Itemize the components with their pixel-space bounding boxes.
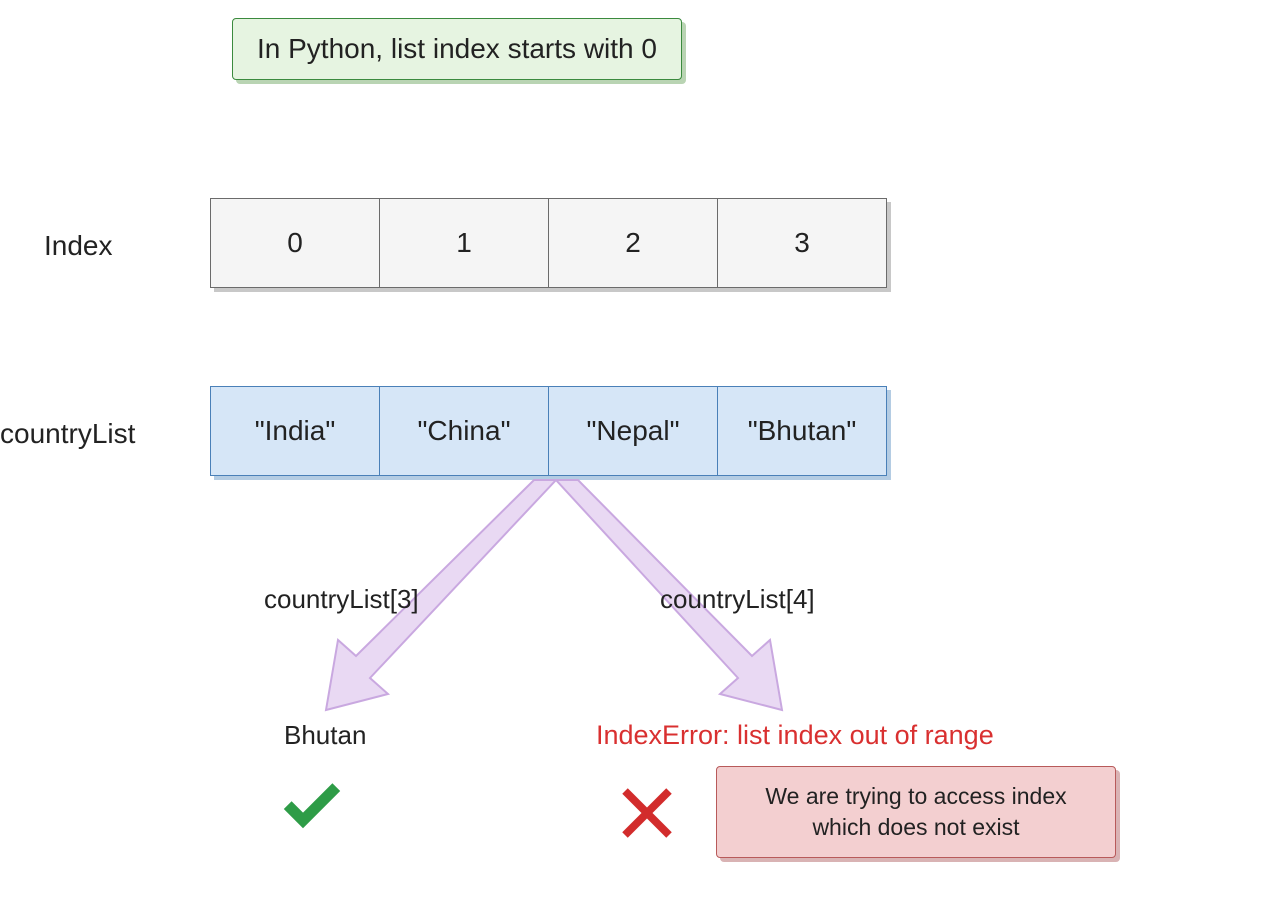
error-message: IndexError: list index out of range — [596, 720, 994, 751]
cross-icon — [614, 780, 680, 846]
right-code-label: countryList[4] — [660, 584, 815, 615]
index-cell-0: 0 — [210, 198, 380, 288]
error-box-line-1: We are trying to access index — [765, 783, 1066, 809]
index-cells: 0 1 2 3 — [210, 198, 887, 288]
list-cell-3: "Bhutan" — [717, 386, 887, 476]
left-result-label: Bhutan — [284, 720, 366, 751]
left-code-label: countryList[3] — [264, 584, 419, 615]
error-explanation-box: We are trying to access index which does… — [716, 766, 1116, 858]
list-cell-1: "China" — [379, 386, 549, 476]
list-cell-2: "Nepal" — [548, 386, 718, 476]
list-cells: "India" "China" "Nepal" "Bhutan" — [210, 386, 887, 476]
error-box-line-2: which does not exist — [812, 814, 1019, 840]
title-callout: In Python, list index starts with 0 — [232, 18, 682, 80]
list-row-label: countryList — [0, 418, 135, 450]
index-cell-2: 2 — [548, 198, 718, 288]
index-cell-3: 3 — [717, 198, 887, 288]
check-icon — [276, 770, 348, 842]
list-cell-0: "India" — [210, 386, 380, 476]
index-cell-1: 1 — [379, 198, 549, 288]
index-row-label: Index — [44, 230, 113, 262]
